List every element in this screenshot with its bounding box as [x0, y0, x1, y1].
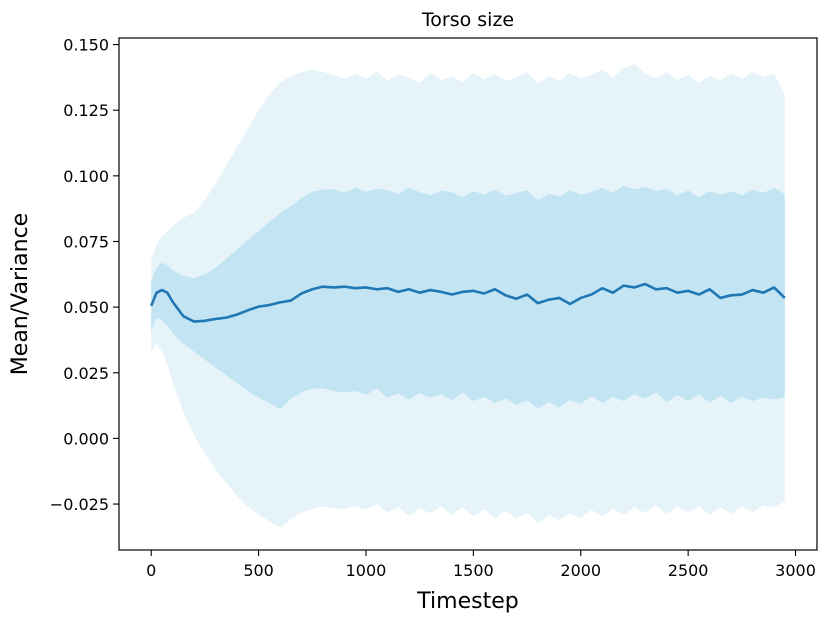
y-tick-label: 0.125 — [63, 101, 109, 120]
plot-frame — [118, 37, 818, 551]
y-tick-label: 0.075 — [63, 232, 109, 251]
chart-title: Torso size — [421, 9, 514, 31]
mean-line — [150, 282, 786, 323]
y-axis-label: Mean/Variance — [8, 213, 33, 375]
inner-band — [151, 185, 785, 410]
x-tick-label: 0 — [146, 561, 156, 580]
y-tick-label: 0.050 — [63, 298, 109, 317]
y-tick-label: −0.025 — [50, 495, 109, 514]
y-tick-label: 0.025 — [63, 364, 109, 383]
x-tick-label: 500 — [243, 561, 274, 580]
x-tick-label: 2500 — [668, 561, 709, 580]
plot-area — [150, 64, 786, 528]
y-tick-label: 0.000 — [63, 429, 109, 448]
x-tick-label: 2000 — [560, 561, 601, 580]
y-tick-label: 0.150 — [63, 36, 109, 55]
y-tick-label: 0.100 — [63, 167, 109, 186]
y-axis: −0.025 0.000 0.025 0.050 0.075 0.100 0.125 0.15… — [50, 36, 119, 514]
x-axis-label: Timestep — [416, 589, 518, 614]
x-tick-label: 1500 — [453, 561, 494, 580]
x-axis: 0 500 1000 1500 2000 2500 3000 — [146, 550, 816, 580]
x-tick-label: 3000 — [775, 561, 816, 580]
x-tick-label: 1000 — [346, 561, 387, 580]
